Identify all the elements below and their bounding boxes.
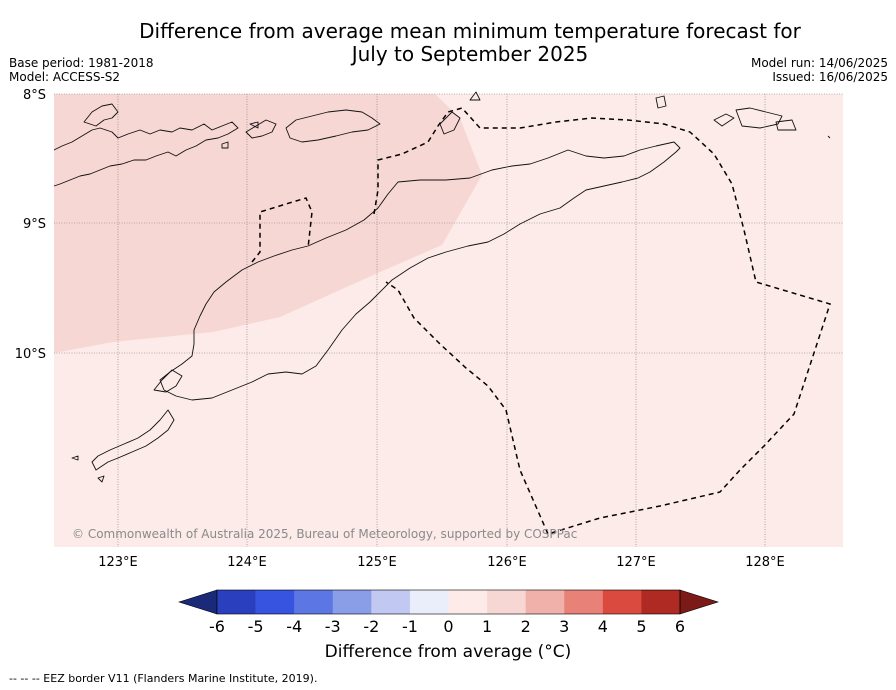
colorbar-tick-label: 1 bbox=[482, 617, 492, 636]
copyright-notice: © Commonwealth of Australia 2025, Bureau… bbox=[72, 527, 577, 541]
model-name: Model: ACCESS-S2 bbox=[9, 70, 121, 84]
coast-timor bbox=[159, 141, 681, 401]
colorbar-cell bbox=[294, 590, 334, 614]
legend-title: Difference from average (°C) bbox=[324, 642, 572, 662]
lon-label-124e: 124°E bbox=[227, 555, 267, 570]
colorbar-cells bbox=[217, 590, 681, 614]
coast-atauro bbox=[439, 111, 461, 135]
coast-islet-7 bbox=[97, 475, 105, 483]
coastlines bbox=[53, 91, 831, 483]
coast-islet-1 bbox=[83, 103, 119, 127]
eez-footnote: -- -- -- EEZ border V11 (Flanders Marine… bbox=[9, 672, 318, 685]
coast-flores-east bbox=[53, 121, 239, 187]
coast-islet-10 bbox=[827, 135, 831, 139]
lat-label-8s: 8°S bbox=[23, 88, 46, 103]
colorbar-cell bbox=[641, 590, 681, 614]
colorbar-tick-label: 2 bbox=[521, 617, 531, 636]
colorbar-tick-label: 3 bbox=[559, 617, 569, 636]
colorbar-frame bbox=[216, 589, 681, 615]
coast-islet-9 bbox=[713, 113, 735, 127]
colorbar-tick-label: 6 bbox=[675, 617, 685, 636]
lon-label-123e: 123°E bbox=[98, 555, 138, 570]
colorbar-extend-low bbox=[178, 589, 218, 615]
colorbar-cell bbox=[487, 590, 526, 614]
chart-title: Difference from average mean minimum tem… bbox=[0, 20, 896, 66]
colorbar-ticks: -6 -5 -4 -3 -2 -1 0 1 2 3 4 5 6 bbox=[209, 617, 685, 636]
eez-oecusse bbox=[251, 197, 313, 263]
colorbar-tick-label: -3 bbox=[325, 617, 341, 636]
colorbar-cell bbox=[409, 590, 449, 614]
coast-roti bbox=[91, 409, 175, 471]
colorbar-tick-label: 0 bbox=[443, 617, 453, 636]
colorbar-cell bbox=[448, 590, 488, 614]
eez-borders bbox=[251, 107, 831, 535]
colorbar-tick-label: -1 bbox=[402, 617, 418, 636]
colorbar-tick-label: -5 bbox=[248, 617, 264, 636]
meta-left: Base period: 1981-2018 Model: ACCESS-S2 bbox=[9, 56, 154, 84]
model-run: Model run: 14/06/2025 bbox=[750, 56, 888, 70]
colorbar-tick-label: -2 bbox=[363, 617, 379, 636]
meta-right: Model run: 14/06/2025 Issued: 16/06/2025 bbox=[751, 56, 888, 84]
colorbar-tick-label: -4 bbox=[286, 617, 302, 636]
coast-islet-4 bbox=[249, 121, 259, 129]
lon-label-126e: 126°E bbox=[487, 555, 527, 570]
base-period: Base period: 1981-2018 bbox=[9, 56, 154, 70]
lon-label-128e: 128°E bbox=[745, 555, 785, 570]
graticule bbox=[54, 93, 843, 547]
colorbar-cell bbox=[255, 590, 295, 614]
coast-islet-5 bbox=[469, 91, 481, 101]
latitude-labels: 8°S 9°S 10°S bbox=[15, 88, 46, 362]
lat-label-9s: 9°S bbox=[23, 217, 46, 232]
colorbar-cell bbox=[371, 590, 411, 614]
longitude-labels: 123°E 124°E 125°E 126°E 127°E 128°E bbox=[98, 555, 785, 570]
coast-moa bbox=[775, 119, 797, 131]
coast-islet-8 bbox=[655, 95, 667, 109]
coast-leti bbox=[735, 107, 783, 129]
coast-alor bbox=[285, 109, 381, 143]
lon-label-125e: 125°E bbox=[357, 555, 397, 570]
colorbar-tick-label: -6 bbox=[209, 617, 225, 636]
colorbar-cell bbox=[564, 590, 604, 614]
lat-label-10s: 10°S bbox=[15, 347, 46, 362]
colorbar-cell bbox=[332, 590, 372, 614]
coast-semau bbox=[153, 369, 183, 393]
colorbar-tick-label: 4 bbox=[598, 617, 608, 636]
coast-islet-6 bbox=[71, 455, 79, 461]
title-line-2: July to September 2025 bbox=[351, 42, 589, 66]
coast-islet-3 bbox=[221, 141, 229, 149]
title-line-1: Difference from average mean minimum tem… bbox=[139, 19, 801, 43]
eez-timor-leste bbox=[373, 107, 831, 535]
colorbar-cell bbox=[525, 590, 565, 614]
colorbar-cell bbox=[217, 590, 256, 614]
issued-date: Issued: 16/06/2025 bbox=[772, 70, 888, 84]
colorbar: -6 -5 -4 -3 -2 -1 0 1 2 3 4 5 6 bbox=[178, 589, 719, 636]
colorbar-cell bbox=[602, 590, 642, 614]
lon-label-127e: 127°E bbox=[616, 555, 656, 570]
colorbar-tick-label: 5 bbox=[636, 617, 646, 636]
anomaly-zone-1-to-2 bbox=[54, 94, 482, 353]
colorbar-extend-high bbox=[679, 589, 719, 615]
